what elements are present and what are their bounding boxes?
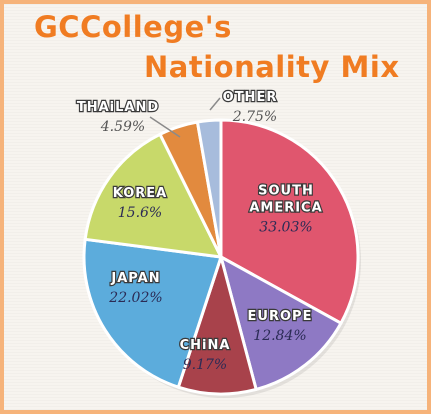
pie-slice-europe <box>219 255 343 391</box>
pie-slice-china <box>176 255 258 396</box>
slice-value-thailand: 4.59% <box>100 119 145 135</box>
slice-value-other: 2.75% <box>232 109 277 125</box>
slice-label-thailand: THAiLAND <box>77 100 159 115</box>
leader-line-other <box>209 97 221 111</box>
slice-label-europe: EUROPE <box>248 309 313 324</box>
pie-slice-other <box>195 118 223 259</box>
chart-title-line2: Nationality Mix <box>144 50 400 84</box>
pie-slice-south-america <box>219 118 360 325</box>
pie-slice-korea <box>83 132 223 259</box>
slice-value-china: 9.17% <box>183 357 227 373</box>
slice-label-korea: KOREA <box>113 186 168 201</box>
slice-label-other: OTHER <box>223 90 278 105</box>
slice-value-japan: 22.02% <box>108 290 162 306</box>
slice-value-south-america: 33.03% <box>259 220 312 236</box>
pie-slice-japan <box>82 237 223 389</box>
slice-label-japan: JAPAN <box>110 271 160 286</box>
slice-label-south-america: SOUTH <box>258 184 314 199</box>
leader-line-thailand <box>149 116 181 138</box>
slice-label-china: CHiNA <box>180 338 231 353</box>
slice-value-europe: 12.84% <box>253 328 306 344</box>
chart-title-line1: GCCollege's <box>34 10 232 44</box>
slice-value-korea: 15.6% <box>118 205 162 221</box>
slice-label-south-america: AMERICA <box>249 201 322 216</box>
